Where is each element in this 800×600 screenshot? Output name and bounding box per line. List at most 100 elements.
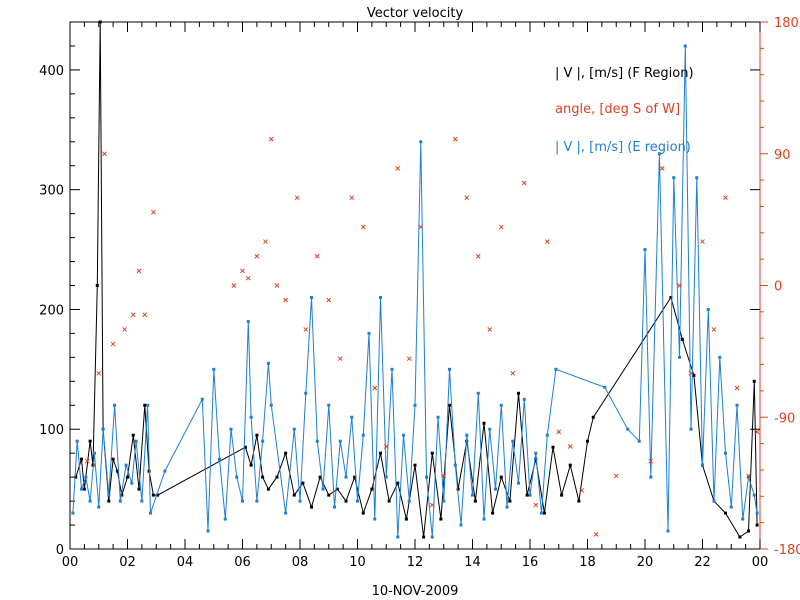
data-point-f_region: [137, 487, 141, 491]
data-point-angle: [274, 283, 280, 288]
x-axis-label: 10-NOV-2009: [372, 584, 459, 599]
data-point-e_region: [235, 475, 239, 479]
data-point-angle: [464, 195, 470, 201]
data-point-e_region: [75, 439, 79, 443]
data-point-f_region: [379, 451, 382, 455]
data-point-e_region: [540, 511, 543, 515]
data-point-e_region: [436, 415, 440, 419]
data-point-e_region: [453, 463, 457, 467]
x-tick-label: 22: [694, 555, 711, 570]
data-point-angle: [498, 224, 504, 230]
data-point-e_region: [494, 487, 497, 491]
data-point-f_region: [266, 487, 270, 491]
data-point-e_region: [218, 457, 221, 461]
data-point-e_region: [356, 499, 359, 503]
data-point-f_region: [396, 481, 400, 485]
data-point-e_region: [315, 439, 319, 443]
data-point-f_region: [243, 445, 247, 449]
data-point-f_region: [499, 475, 503, 479]
x-tick-label: 04: [177, 555, 194, 570]
data-point-e_region: [80, 487, 83, 491]
data-point-f_region: [301, 481, 305, 485]
data-point-e_region: [261, 439, 265, 443]
data-point-f_region: [669, 295, 673, 299]
data-point-f_region: [284, 451, 288, 455]
data-point-f_region: [126, 475, 129, 479]
y-left-tick-label: 200: [39, 303, 64, 318]
data-point-f_region: [82, 487, 86, 491]
y-right-tick-label: -90: [774, 411, 795, 426]
data-point-e_region: [124, 463, 128, 467]
data-point-angle: [487, 327, 493, 332]
data-point-e_region: [413, 403, 417, 407]
data-point-e_region: [471, 493, 474, 497]
data-point-f_region: [534, 457, 538, 461]
data-point-e_region: [603, 385, 607, 389]
x-tick-label: 00: [62, 555, 79, 570]
right-axis: 180 90 0 -90 -180: [760, 16, 800, 558]
data-point-f_region: [542, 511, 546, 515]
data-point-angle: [136, 268, 142, 274]
series-layer: [71, 20, 760, 539]
data-point-e_region: [488, 427, 492, 431]
data-point-f_region: [335, 487, 339, 491]
data-point-f_region: [517, 391, 520, 395]
data-point-f_region: [591, 415, 595, 419]
data-point-e_region: [149, 511, 152, 515]
data-point-angle: [510, 370, 516, 376]
data-point-e_region: [140, 499, 144, 503]
data-point-f_region: [752, 379, 756, 383]
data-point-f_region: [413, 463, 417, 467]
data-point-f_region: [151, 493, 155, 497]
x-tick-label: 00: [752, 555, 769, 570]
data-point-angle: [102, 151, 107, 157]
data-point-e_region: [649, 475, 653, 479]
data-point-e_region: [482, 517, 486, 521]
data-point-angle: [372, 385, 378, 391]
data-point-e_region: [97, 505, 101, 509]
data-point-e_region: [92, 451, 96, 455]
data-point-angle: [723, 195, 728, 201]
data-point-f_region: [310, 505, 313, 509]
data-point-e_region: [678, 355, 681, 359]
data-point-f_region: [95, 284, 99, 287]
data-point-f_region: [482, 421, 486, 425]
data-point-e_region: [706, 307, 710, 311]
legend-e-region: | V |, [m/s] (E region): [555, 140, 691, 155]
data-point-f_region: [525, 493, 529, 497]
data-point-f_region: [344, 499, 348, 503]
data-point-e_region: [200, 397, 204, 401]
data-point-f_region: [439, 517, 443, 521]
data-point-f_region: [692, 373, 696, 377]
data-point-f_region: [275, 475, 279, 479]
data-point-angle: [245, 275, 251, 281]
data-point-f_region: [724, 511, 727, 515]
data-point-angle: [475, 253, 481, 259]
data-point-e_region: [350, 415, 354, 419]
data-point-e_region: [701, 463, 704, 467]
data-point-e_region: [344, 475, 348, 479]
data-point-f_region: [361, 511, 365, 515]
legend-angle: angle, [deg S of W]: [555, 102, 680, 117]
data-point-e_region: [249, 415, 253, 419]
data-point-angle: [268, 136, 274, 142]
y-right-tick-label: 0: [774, 280, 782, 295]
data-point-angle: [754, 429, 760, 435]
data-point-e_region: [755, 511, 759, 515]
data-point-angle: [521, 180, 527, 186]
data-point-e_region: [522, 397, 526, 401]
y-left-tick-label: 100: [39, 423, 64, 438]
data-point-e_region: [425, 475, 428, 479]
x-tick-label: 12: [407, 555, 424, 570]
data-point-e_region: [554, 367, 558, 371]
data-point-angle: [406, 356, 412, 362]
data-point-e_region: [84, 475, 88, 479]
data-point-angle: [263, 239, 268, 244]
left-axis: 0 100 200 300 400: [39, 21, 760, 558]
series-e_region: [71, 44, 759, 539]
data-point-e_region: [113, 403, 117, 407]
data-point-angle: [122, 327, 127, 332]
data-point-e_region: [206, 529, 210, 533]
data-point-f_region: [353, 475, 357, 479]
